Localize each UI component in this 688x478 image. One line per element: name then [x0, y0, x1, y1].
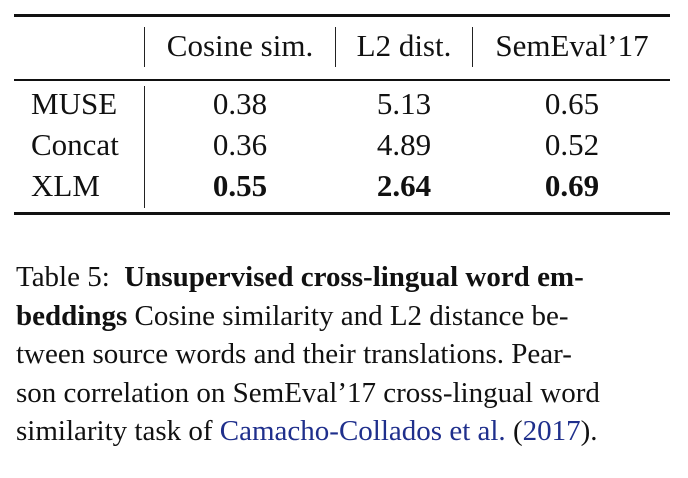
caption-line-1: Table 5: Unsupervised cross-lingual word…	[16, 258, 672, 297]
citation-close-paren: ).	[580, 415, 598, 447]
row-xlm-cosine: 0.55	[212, 168, 268, 203]
header-cosine-sim: Cosine sim.	[166, 28, 314, 63]
caption-line-2: beddings Cosine similarity and L2 distan…	[16, 297, 672, 336]
caption-line-4: son correlation on SemEval’17 cross-ling…	[16, 376, 600, 409]
row-xlm-model: XLM	[31, 168, 100, 203]
row-concat-cosine: 0.36	[212, 127, 268, 162]
header-semeval: SemEval’17	[495, 28, 649, 63]
row-xlm-semeval: 0.69	[544, 168, 600, 203]
row-concat-semeval: 0.52	[544, 127, 600, 162]
caption-title-part1: Unsupervised cross-lingual word em-	[124, 261, 584, 293]
caption-label: Table 5:	[16, 261, 110, 293]
body-separator	[144, 86, 145, 208]
citation-authors-link[interactable]: Camacho-Collados et al.	[219, 415, 506, 447]
caption-line5-pre: similarity task of	[16, 415, 213, 447]
row-muse-semeval: 0.65	[544, 86, 600, 121]
table-caption: Table 5: Unsupervised cross-lingual word…	[16, 258, 672, 451]
caption-title-part2: beddings	[16, 299, 128, 332]
citation-open-paren: (	[512, 415, 523, 447]
row-muse-l2: 5.13	[376, 86, 432, 121]
table-header-rule	[14, 79, 670, 81]
caption-line-5: similarity task of Camacho-Collados et a…	[16, 412, 672, 451]
caption-line-3: tween source words and their translation…	[16, 338, 572, 370]
row-muse-model: MUSE	[31, 86, 118, 121]
header-l2-dist: L2 dist.	[356, 28, 452, 63]
row-xlm-l2: 2.64	[376, 168, 432, 203]
header-separator-2	[335, 27, 336, 67]
row-concat-model: Concat	[31, 127, 119, 162]
header-separator-3	[472, 27, 473, 67]
table-bottom-rule	[14, 212, 670, 215]
table-top-rule	[14, 14, 670, 17]
caption-line2-rest: Cosine similarity and L2 distance be-	[134, 299, 569, 332]
citation-year-link[interactable]: 2017	[522, 415, 581, 447]
row-concat-l2: 4.89	[376, 127, 432, 162]
row-muse-cosine: 0.38	[212, 86, 268, 121]
header-separator-1	[144, 27, 145, 67]
